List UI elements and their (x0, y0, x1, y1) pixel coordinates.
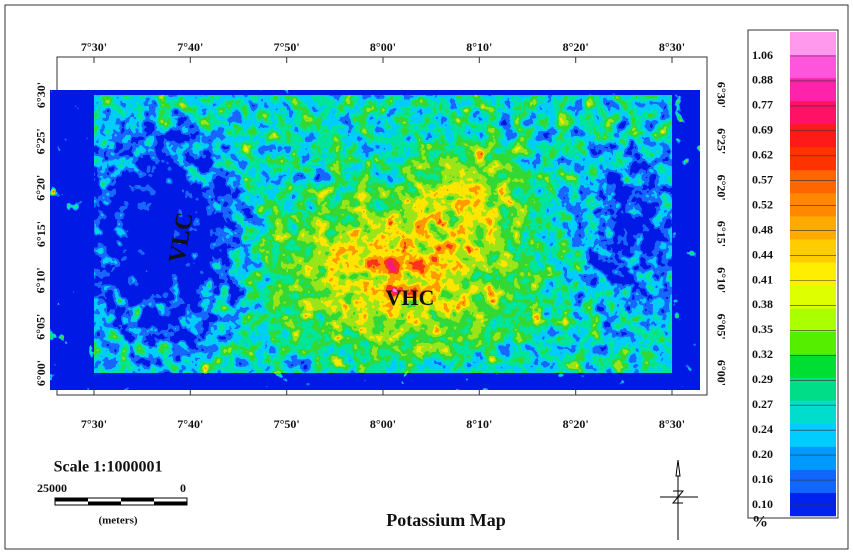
bottom-tick-label: 8°00' (370, 417, 396, 431)
left-tick-label: 6°20' (34, 175, 48, 201)
page: {"title": "Potassium Map", "labels": ["V… (0, 0, 853, 554)
legend-band (790, 78, 836, 101)
legend-label: 0.44 (752, 247, 773, 261)
legend-label: 0.48 (752, 222, 773, 236)
legend-label: 0.24 (752, 422, 773, 436)
legend-band (790, 493, 836, 516)
legend-label: 0.29 (752, 372, 773, 386)
legend-label: 1.06 (752, 48, 773, 62)
legend-band (790, 309, 836, 332)
left-tick-label: 6°00' (34, 360, 48, 386)
map-title: Potassium Map (386, 510, 506, 530)
scale-left: 25000 (37, 481, 67, 495)
legend-label: 0.38 (752, 297, 773, 311)
zone-label: VHC (386, 285, 435, 310)
scale-unit: (meters) (98, 515, 137, 527)
legend-band (790, 193, 836, 216)
left-tick-label: 6°10' (34, 267, 48, 293)
legend-label: 0.32 (752, 347, 773, 361)
right-tick-label: 6°10' (714, 267, 728, 293)
legend-band (790, 447, 836, 470)
legend-colorbar (790, 32, 836, 516)
legend-band (790, 239, 836, 262)
top-tick-label: 8°30' (659, 40, 685, 54)
bottom-tick-label: 8°30' (659, 417, 685, 431)
legend-band (790, 262, 836, 285)
legend-label: 0.57 (752, 172, 773, 186)
bottom-tick-label: 7°30' (81, 417, 107, 431)
legend-label: 0.16 (752, 472, 773, 486)
legend-band (790, 32, 836, 55)
legend-label: 0.41 (752, 272, 773, 286)
right-tick-label: 6°30' (714, 82, 728, 108)
potassium-raster (50, 90, 700, 390)
scale-bar (55, 498, 187, 505)
legend-label: 0.20 (752, 447, 773, 461)
top-tick-label: 7°30' (81, 40, 107, 54)
legend-unit: % (752, 514, 768, 531)
bottom-tick-label: 7°40' (177, 417, 203, 431)
scale-title: Scale 1:1000001 (54, 459, 163, 476)
scale-right: 0 (180, 481, 186, 495)
top-tick-label: 7°40' (177, 40, 203, 54)
legend-label: 0.69 (752, 123, 773, 137)
legend-band (790, 124, 836, 147)
left-tick-label: 6°30' (34, 82, 48, 108)
legend-band (790, 216, 836, 239)
right-tick-label: 6°15' (714, 221, 728, 247)
right-tick-label: 6°05' (714, 314, 728, 340)
legend-band (790, 424, 836, 447)
legend-band (790, 355, 836, 378)
top-tick-label: 8°20' (563, 40, 589, 54)
legend-band (790, 147, 836, 170)
right-tick-label: 6°00' (714, 360, 728, 386)
bottom-tick-label: 7°50' (274, 417, 300, 431)
legend-label: 0.10 (752, 497, 773, 511)
bottom-tick-label: 8°10' (466, 417, 492, 431)
right-tick-label: 6°25' (714, 128, 728, 154)
legend-band (790, 470, 836, 493)
top-tick-label: 8°10' (466, 40, 492, 54)
top-tick-label: 7°50' (274, 40, 300, 54)
bottom-tick-label: 8°20' (563, 417, 589, 431)
legend-label: 0.52 (752, 197, 773, 211)
legend-band (790, 401, 836, 424)
legend-band (790, 101, 836, 124)
top-tick-label: 8°00' (370, 40, 396, 54)
legend-label: 0.62 (752, 148, 773, 162)
left-tick-label: 6°25' (34, 128, 48, 154)
legend-band (790, 170, 836, 193)
legend-label: 0.35 (752, 322, 773, 336)
legend-label: 0.27 (752, 397, 773, 411)
map-figure: VLC VHC % Scale 1:1000001 25000 0 (meter… (0, 0, 853, 554)
right-tick-label: 6°20' (714, 175, 728, 201)
legend-label: 0.88 (752, 73, 773, 87)
legend-band (790, 332, 836, 355)
legend-band (790, 378, 836, 401)
legend-label: 0.77 (752, 98, 773, 112)
left-tick-label: 6°05' (34, 314, 48, 340)
left-tick-label: 6°15' (34, 221, 48, 247)
legend-band (790, 55, 836, 78)
